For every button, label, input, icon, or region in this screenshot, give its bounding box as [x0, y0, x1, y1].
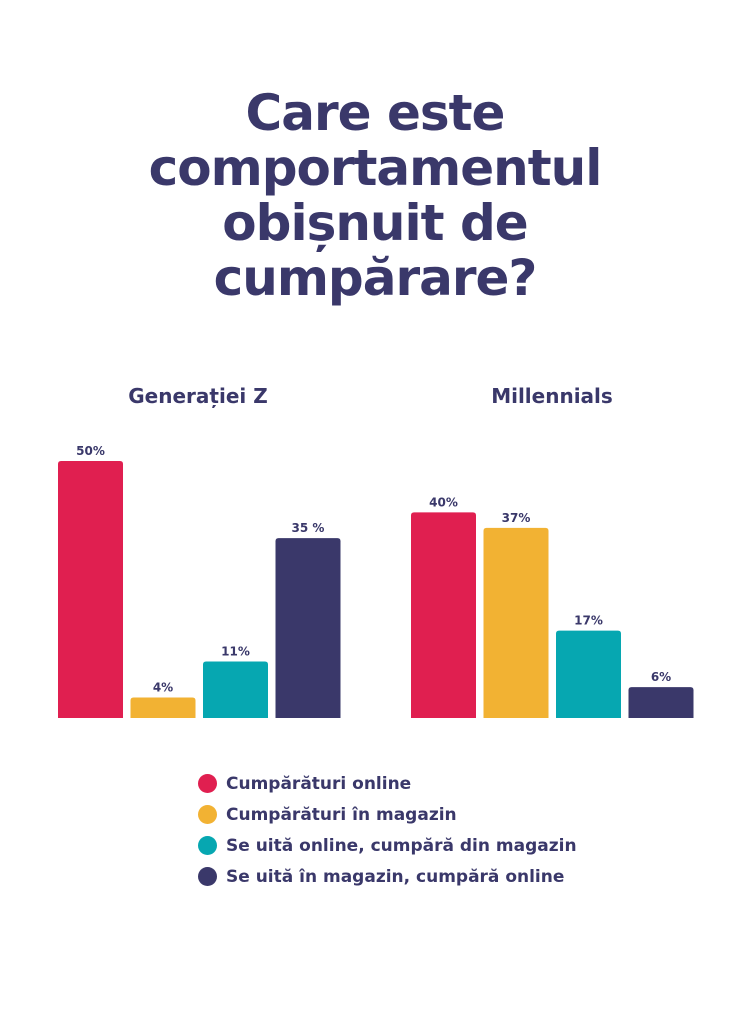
legend-label: Se uită în magazin, cumpără online: [226, 866, 565, 887]
data-label: 37%: [502, 511, 531, 525]
bar: [275, 538, 341, 718]
legend-item: Cumpărături online: [198, 768, 577, 799]
bar: [556, 630, 621, 718]
data-label: 6%: [651, 670, 671, 684]
data-label: 4%: [153, 680, 173, 694]
group-label: Generației Z: [128, 384, 267, 408]
legend-item: Se uită în magazin, cumpără online: [198, 861, 577, 892]
bar: [411, 512, 476, 718]
bar: [628, 687, 694, 718]
data-label: 50%: [76, 444, 105, 458]
group-label: Millennials: [491, 384, 613, 408]
legend-swatch-0: [198, 774, 217, 793]
data-label: 40%: [429, 495, 458, 509]
title-line: obișnuit de: [222, 194, 528, 252]
legend-swatch-3: [198, 867, 217, 886]
title-line: Care este: [245, 84, 506, 142]
title-line: cumpărare?: [213, 249, 538, 307]
data-label: 11%: [221, 644, 250, 658]
bar: [483, 527, 549, 718]
legend: Cumpărături online Cumpărături în magazi…: [198, 768, 577, 892]
legend-swatch-2: [198, 836, 217, 855]
title-line: comportamentul: [148, 139, 603, 197]
bar: [130, 697, 196, 718]
legend-label: Cumpărături online: [226, 773, 412, 794]
legend-item: Se uită online, cumpără din magazin: [198, 830, 577, 861]
data-label: 17%: [574, 614, 603, 628]
chart-title: Care este comportamentul obișnuit de cum…: [0, 86, 750, 306]
bar: [58, 461, 123, 718]
data-label: 35 %: [292, 521, 325, 535]
bar: [203, 661, 268, 718]
legend-swatch-1: [198, 805, 217, 824]
legend-item: Cumpărături în magazin: [198, 799, 577, 830]
legend-label: Se uită online, cumpără din magazin: [226, 835, 577, 856]
bar-chart: Generației Z 50% 4% 11% 35 % Millennials 40% 37…: [58, 384, 694, 718]
legend-label: Cumpărături în magazin: [226, 804, 457, 825]
